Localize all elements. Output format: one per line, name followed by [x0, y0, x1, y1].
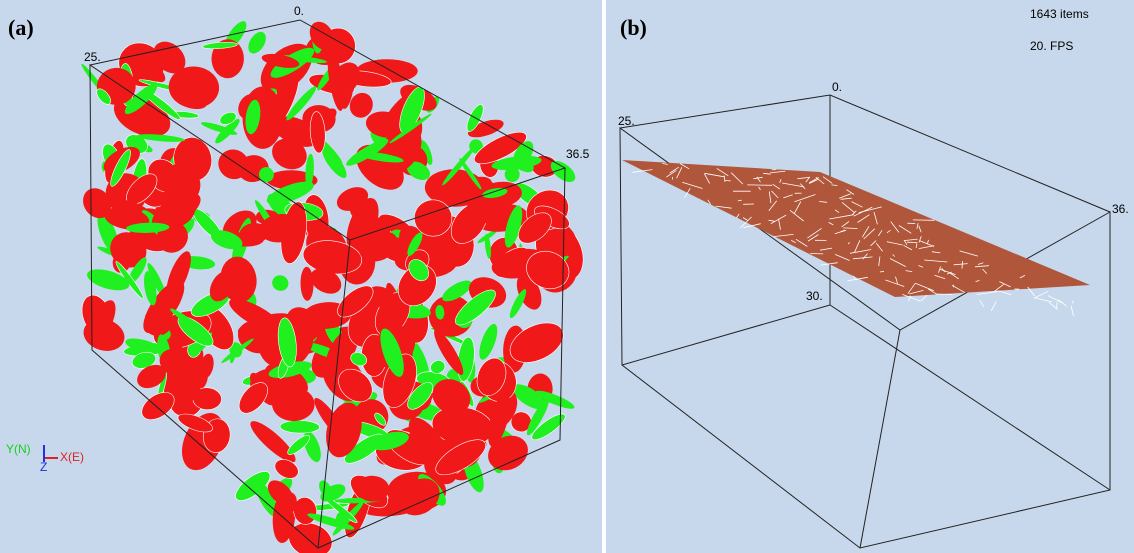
axis-label: 0.	[832, 80, 842, 94]
axis-label: 30.	[806, 289, 823, 303]
panel-label: (a)	[8, 15, 34, 40]
trace	[962, 261, 963, 269]
axis-label: 36.	[1112, 202, 1129, 216]
compass-x: X(E)	[60, 450, 84, 464]
figure: (a) 0. 25. 36.5 Y(N) X(E) Z (b) 0. 25. 3…	[0, 0, 1134, 553]
compass-z: Z	[40, 460, 47, 474]
trace	[953, 285, 954, 288]
compass-y: Y(N)	[6, 442, 31, 456]
item-count: 1643 items	[1030, 7, 1089, 21]
axis-label: 0.	[294, 4, 304, 18]
panel-label: (b)	[620, 15, 647, 40]
axis-label: 25.	[84, 50, 101, 64]
fps: 20. FPS	[1030, 39, 1073, 53]
axis-label: 25.	[618, 114, 635, 128]
axis-label: 36.5	[566, 147, 590, 161]
